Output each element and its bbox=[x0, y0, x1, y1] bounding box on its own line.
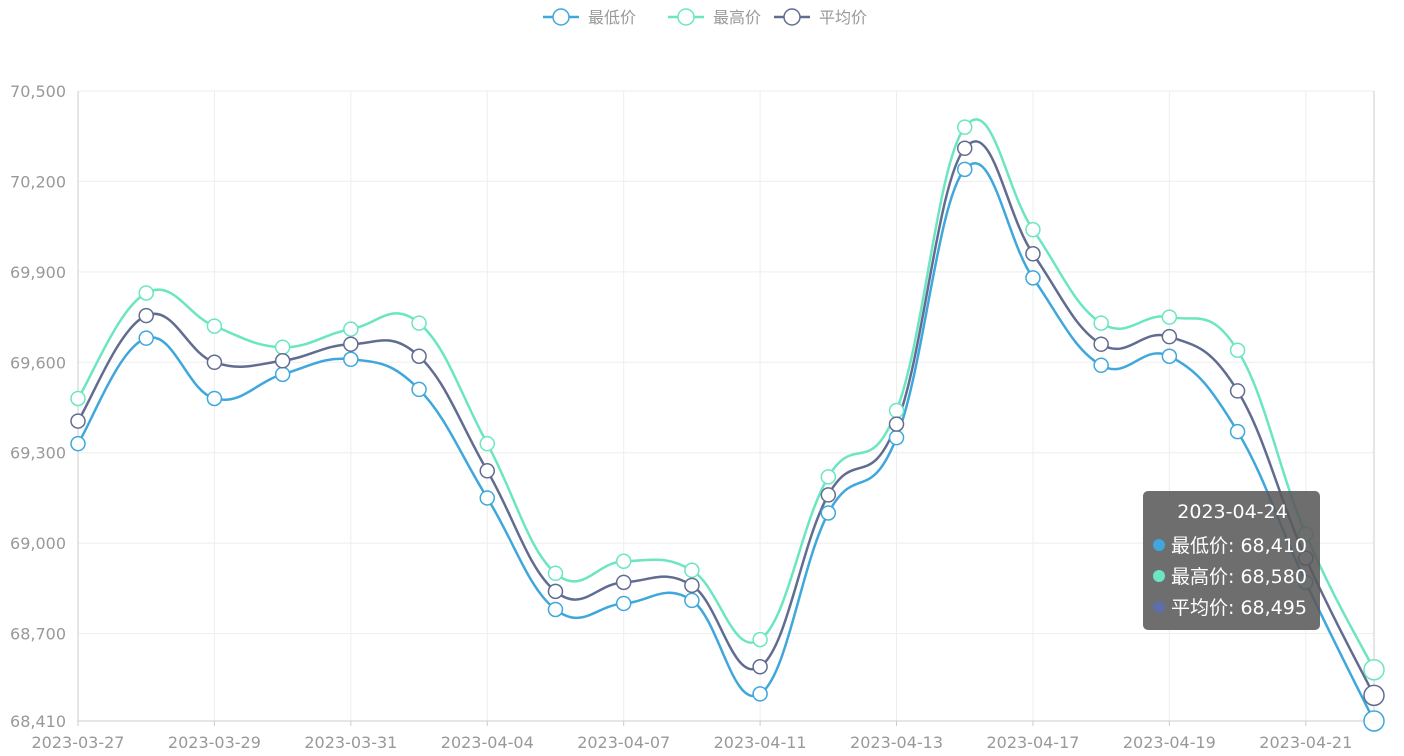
data-point-0[interactable] bbox=[1363, 710, 1385, 732]
data-point-2[interactable] bbox=[479, 463, 496, 479]
data-point-2[interactable] bbox=[343, 336, 359, 352]
data-point-1[interactable] bbox=[820, 469, 837, 485]
data-point-1[interactable] bbox=[1161, 309, 1178, 325]
legend[interactable]: 最低价 最高价 平均价 bbox=[543, 8, 867, 27]
data-point-2[interactable] bbox=[70, 413, 86, 429]
data-point-0[interactable] bbox=[479, 490, 496, 506]
y-tick-label: 69,600 bbox=[10, 353, 66, 372]
tooltip-label-avg: 平均价: 68,495 bbox=[1171, 597, 1307, 619]
x-tick-label: 2023-03-29 bbox=[168, 733, 261, 752]
axes: 68,410 68,700 69,000 69,300 69,600 69,900 70,2… bbox=[10, 82, 1375, 752]
x-tick-label: 2023-04-11 bbox=[714, 733, 807, 752]
data-point-1[interactable] bbox=[206, 318, 223, 334]
tooltip-dot-min bbox=[1153, 538, 1165, 551]
data-point-1[interactable] bbox=[752, 631, 768, 648]
x-tick-label: 2023-04-19 bbox=[1123, 733, 1216, 752]
tooltip-label-min: 最低价: 68,410 bbox=[1171, 535, 1307, 557]
x-tick-label: 2023-03-31 bbox=[304, 733, 397, 752]
data-point-2[interactable] bbox=[138, 307, 154, 324]
x-tick-label: 2023-03-27 bbox=[32, 733, 125, 752]
y-tick-label: 70,500 bbox=[10, 82, 66, 101]
data-point-1[interactable] bbox=[138, 285, 154, 301]
data-point-2[interactable] bbox=[1025, 246, 1041, 262]
tooltip-label-max: 最高价: 68,580 bbox=[1171, 566, 1307, 588]
data-point-2[interactable] bbox=[1161, 328, 1178, 345]
data-point-2[interactable] bbox=[1363, 684, 1385, 707]
data-point-2[interactable] bbox=[888, 416, 905, 432]
data-point-2[interactable] bbox=[547, 583, 564, 600]
tooltip-dot-max bbox=[1153, 569, 1165, 582]
data-point-2[interactable] bbox=[1229, 383, 1246, 399]
data-point-0[interactable] bbox=[684, 592, 700, 609]
data-point-1[interactable] bbox=[956, 119, 973, 135]
data-point-0[interactable] bbox=[820, 505, 837, 521]
legend-label: 平均价 bbox=[819, 8, 867, 27]
tooltip-row-min: 最低价: 68,410 bbox=[1153, 529, 1312, 560]
data-point-2[interactable] bbox=[1093, 336, 1109, 352]
data-point-2[interactable] bbox=[752, 658, 768, 675]
data-point-2[interactable] bbox=[274, 353, 291, 369]
data-point-1[interactable] bbox=[411, 315, 427, 331]
data-point-0[interactable] bbox=[206, 390, 223, 407]
x-tick-label: 2023-04-21 bbox=[1259, 733, 1352, 752]
data-point-2[interactable] bbox=[820, 487, 837, 503]
data-point-0[interactable] bbox=[411, 381, 427, 398]
data-point-1[interactable] bbox=[274, 339, 291, 355]
y-tick-label: 70,200 bbox=[10, 172, 66, 191]
y-tick-label: 69,900 bbox=[10, 263, 66, 282]
tooltip-row-max: 最高价: 68,580 bbox=[1153, 560, 1312, 591]
legend-label: 最高价 bbox=[713, 8, 761, 27]
x-tick-label: 2023-04-13 bbox=[850, 733, 943, 752]
data-point-1[interactable] bbox=[479, 435, 496, 452]
legend-marker bbox=[783, 8, 801, 26]
y-tick-label: 68,410 bbox=[10, 712, 66, 731]
series-lines bbox=[76, 118, 1376, 722]
x-tick-label: 2023-04-04 bbox=[441, 733, 534, 752]
data-point-0[interactable] bbox=[1025, 270, 1041, 286]
tooltip: 2023-04-24 最低价: 68,410 最高价: 68,580 平均价: … bbox=[1143, 491, 1320, 630]
data-point-0[interactable] bbox=[1161, 348, 1178, 365]
data-point-0[interactable] bbox=[343, 351, 359, 368]
data-point-1[interactable] bbox=[684, 562, 700, 579]
tooltip-row-avg: 平均价: 68,495 bbox=[1153, 591, 1312, 622]
data-point-0[interactable] bbox=[1093, 357, 1109, 374]
legend-marker bbox=[677, 8, 695, 26]
x-tick-label: 2023-04-17 bbox=[986, 733, 1079, 752]
tooltip-dot-avg bbox=[1153, 600, 1165, 613]
legend-item-2[interactable]: 平均价 bbox=[774, 8, 867, 27]
data-point-0[interactable] bbox=[547, 601, 564, 618]
data-point-0[interactable] bbox=[752, 686, 768, 702]
y-tick-label: 69,000 bbox=[10, 534, 66, 553]
x-tick-label: 2023-04-07 bbox=[577, 733, 670, 752]
data-point-0[interactable] bbox=[888, 429, 905, 446]
data-point-1[interactable] bbox=[1093, 315, 1109, 331]
data-point-0[interactable] bbox=[70, 435, 86, 452]
y-tick-label: 69,300 bbox=[10, 444, 66, 463]
data-point-1[interactable] bbox=[1229, 342, 1246, 358]
legend-marker bbox=[552, 8, 570, 26]
data-point-1[interactable] bbox=[1025, 221, 1041, 238]
data-point-0[interactable] bbox=[274, 366, 291, 383]
data-point-2[interactable] bbox=[956, 140, 973, 157]
data-point-0[interactable] bbox=[138, 330, 154, 346]
data-point-1[interactable] bbox=[70, 390, 86, 407]
data-point-2[interactable] bbox=[411, 348, 427, 365]
data-point-1[interactable] bbox=[343, 321, 359, 337]
data-point-2[interactable] bbox=[684, 577, 700, 594]
data-point-0[interactable] bbox=[1229, 423, 1246, 440]
legend-item-1[interactable]: 最高价 bbox=[668, 8, 761, 27]
legend-label: 最低价 bbox=[588, 8, 636, 27]
data-point-0[interactable] bbox=[956, 161, 973, 178]
data-point-1[interactable] bbox=[1363, 659, 1385, 681]
data-point-1[interactable] bbox=[888, 402, 905, 419]
data-point-1[interactable] bbox=[547, 565, 564, 582]
data-point-0[interactable] bbox=[615, 595, 632, 612]
data-point-2[interactable] bbox=[615, 574, 632, 591]
tooltip-title: 2023-04-24 bbox=[1177, 501, 1288, 523]
legend-item-0[interactable]: 最低价 bbox=[543, 8, 636, 27]
y-tick-label: 68,700 bbox=[10, 625, 66, 644]
data-point-1[interactable] bbox=[615, 553, 632, 569]
data-point-2[interactable] bbox=[206, 354, 223, 371]
